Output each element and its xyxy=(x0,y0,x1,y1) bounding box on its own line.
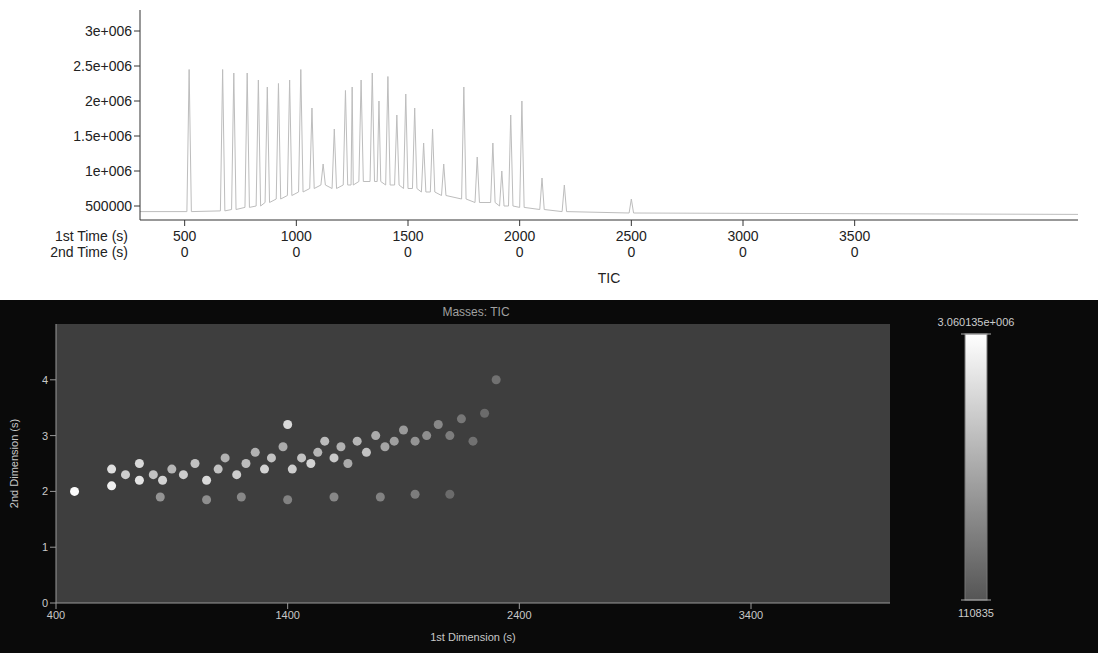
svg-text:3: 3 xyxy=(42,430,48,442)
html-text:Masses: TIC: Masses: TIC xyxy=(442,305,510,319)
svg-text:10000: 10000 xyxy=(281,228,312,261)
svg-text:500000: 500000 xyxy=(85,198,132,214)
svg-text:30000: 30000 xyxy=(727,228,758,261)
svg-text:2: 2 xyxy=(42,485,48,497)
svg-text:1: 1 xyxy=(42,541,48,553)
svg-text:2.5e+006: 2.5e+006 xyxy=(73,58,132,74)
svg-text:1e+006: 1e+006 xyxy=(85,163,132,179)
svg-text:35000: 35000 xyxy=(839,228,870,261)
svg-text:3e+006: 3e+006 xyxy=(85,23,132,39)
svg-text:110835: 110835 xyxy=(958,607,994,619)
svg-text:3.060135e+006: 3.060135e+006 xyxy=(938,316,1015,328)
html-text:TIC: TIC xyxy=(597,270,621,286)
svg-text:1st Dimension (s): 1st Dimension (s) xyxy=(430,631,516,643)
svg-text:0: 0 xyxy=(42,597,48,609)
svg-text:5000: 5000 xyxy=(173,228,197,261)
svg-text:2nd Dimension (s): 2nd Dimension (s) xyxy=(8,419,20,508)
svg-text:20000: 20000 xyxy=(504,228,535,261)
svg-text:15000: 15000 xyxy=(392,228,423,261)
svg-text:1400: 1400 xyxy=(275,609,299,621)
svg-text:4: 4 xyxy=(42,374,48,386)
svg-text:2400: 2400 xyxy=(507,609,531,621)
svg-text:400: 400 xyxy=(47,609,65,621)
svg-text:25000: 25000 xyxy=(616,228,647,261)
svg-text:1st Time (s)2nd Time (s): 1st Time (s)2nd Time (s) xyxy=(50,228,128,261)
svg-text:2e+006: 2e+006 xyxy=(85,93,132,109)
svg-text:3400: 3400 xyxy=(739,609,763,621)
svg-text:1.5e+006: 1.5e+006 xyxy=(73,128,132,144)
